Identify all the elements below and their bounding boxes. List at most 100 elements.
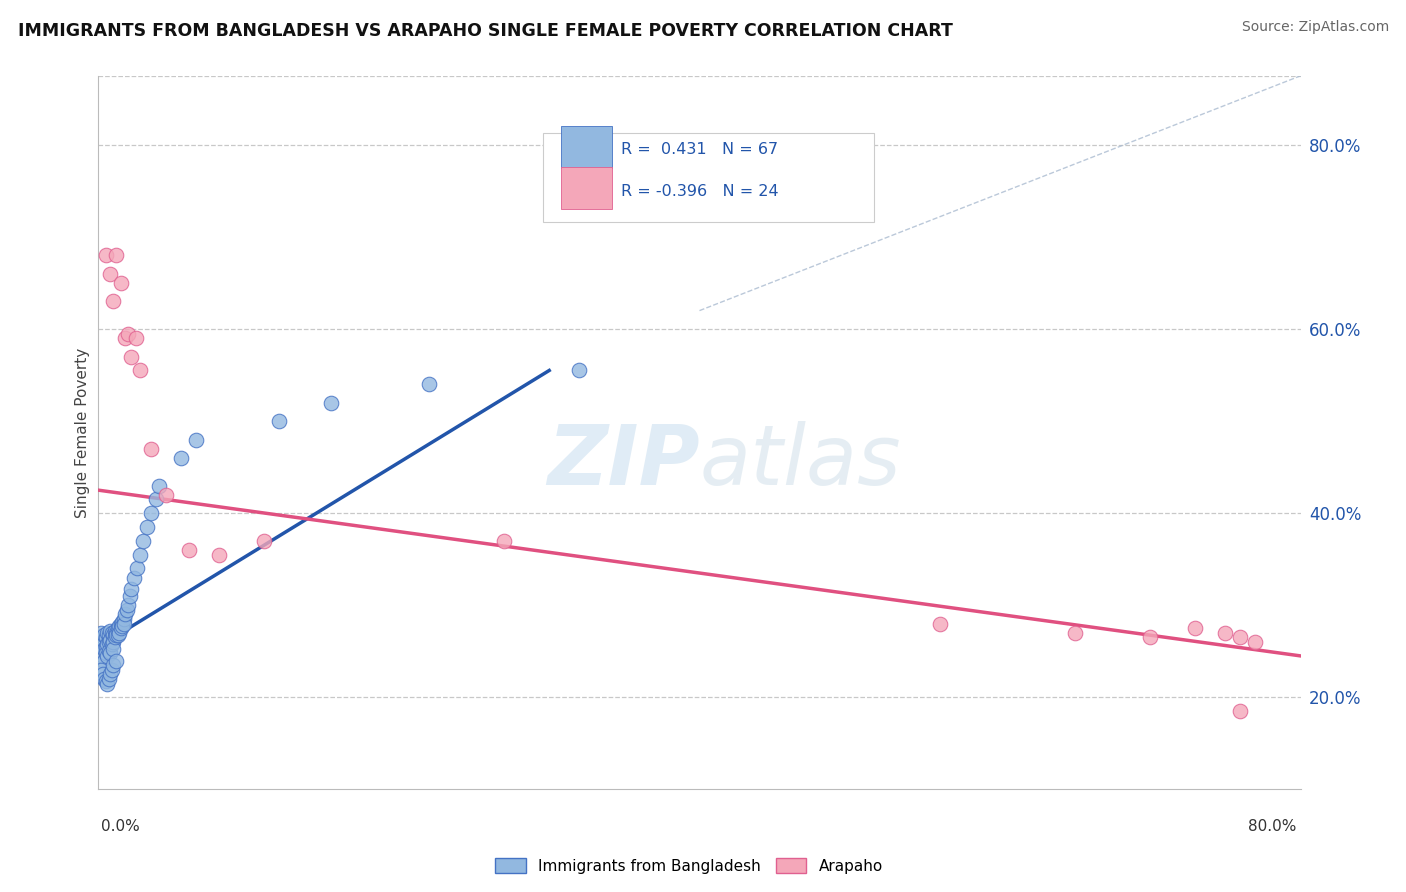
Text: 0.0%: 0.0% [101,820,141,834]
Legend: Immigrants from Bangladesh, Arapaho: Immigrants from Bangladesh, Arapaho [489,852,889,880]
Point [94,673,117,688]
Point [96,637,118,651]
Point [93,653,115,667]
Point [139,442,162,456]
Point [90,663,112,677]
Point [127,561,149,575]
Point [96,626,118,640]
Point [267,414,290,428]
Point [155,488,177,502]
Point [1184,621,1206,635]
Point [93,672,115,686]
Point [94,646,117,660]
Point [97,672,120,686]
Point [91,635,114,649]
Point [100,267,122,281]
Point [104,624,127,638]
Point [91,648,114,663]
Point [139,506,162,520]
Point [91,667,114,681]
Point [135,520,157,534]
Point [105,626,128,640]
Text: IMMIGRANTS FROM BANGLADESH VS ARAPAHO SINGLE FEMALE POVERTY CORRELATION CHART: IMMIGRANTS FROM BANGLADESH VS ARAPAHO SI… [18,22,953,40]
Point [96,676,118,690]
Point [100,646,122,660]
Point [418,377,440,392]
Point [97,628,120,642]
Point [108,618,131,632]
Point [121,582,143,596]
Point [101,626,124,640]
Point [103,635,125,649]
Point [118,589,141,603]
Point [93,628,115,642]
Point [1229,631,1251,645]
Point [253,533,276,548]
Point [105,653,128,667]
Point [94,631,117,645]
Point [112,616,135,631]
Point [97,635,120,649]
Point [132,533,155,548]
Point [121,350,143,364]
Point [110,621,132,635]
Point [108,626,131,640]
Text: atlas: atlas [700,421,901,501]
Point [112,612,135,626]
Point [91,640,114,654]
Point [1064,626,1087,640]
Point [568,363,591,377]
Point [1244,635,1267,649]
Point [110,616,132,631]
Point [103,294,125,309]
Point [93,642,115,657]
Point [103,658,125,673]
Point [117,326,139,341]
Point [115,603,138,617]
Point [208,548,231,562]
Point [929,616,952,631]
Point [1139,631,1161,645]
Point [170,450,193,465]
Point [100,624,122,638]
FancyBboxPatch shape [561,167,612,210]
Point [110,276,132,290]
Point [148,478,170,492]
Point [90,626,112,640]
Point [494,533,516,548]
Point [321,395,343,409]
Point [96,648,118,663]
Point [124,571,146,585]
Point [107,621,129,635]
Point [101,637,124,651]
Point [94,248,117,262]
Point [129,548,152,562]
Point [104,631,127,645]
FancyBboxPatch shape [561,126,612,168]
Point [129,363,152,377]
Point [177,543,200,558]
Text: ZIP: ZIP [547,421,700,501]
Point [97,644,120,658]
Point [101,663,124,677]
Point [100,667,122,681]
Point [1229,704,1251,718]
Point [100,633,122,648]
Point [111,615,134,629]
Point [114,331,136,345]
Point [145,492,167,507]
Point [184,433,207,447]
Point [105,248,128,262]
Point [103,628,125,642]
Point [111,618,134,632]
Text: R =  0.431   N = 67: R = 0.431 N = 67 [621,142,779,157]
Point [114,607,136,622]
Text: R = -0.396   N = 24: R = -0.396 N = 24 [621,184,779,199]
Point [103,642,125,657]
Point [107,628,129,642]
FancyBboxPatch shape [543,133,873,222]
Y-axis label: Single Female Poverty: Single Female Poverty [75,348,90,517]
Point [94,640,117,654]
Point [105,628,128,642]
Text: 80.0%: 80.0% [1249,820,1296,834]
